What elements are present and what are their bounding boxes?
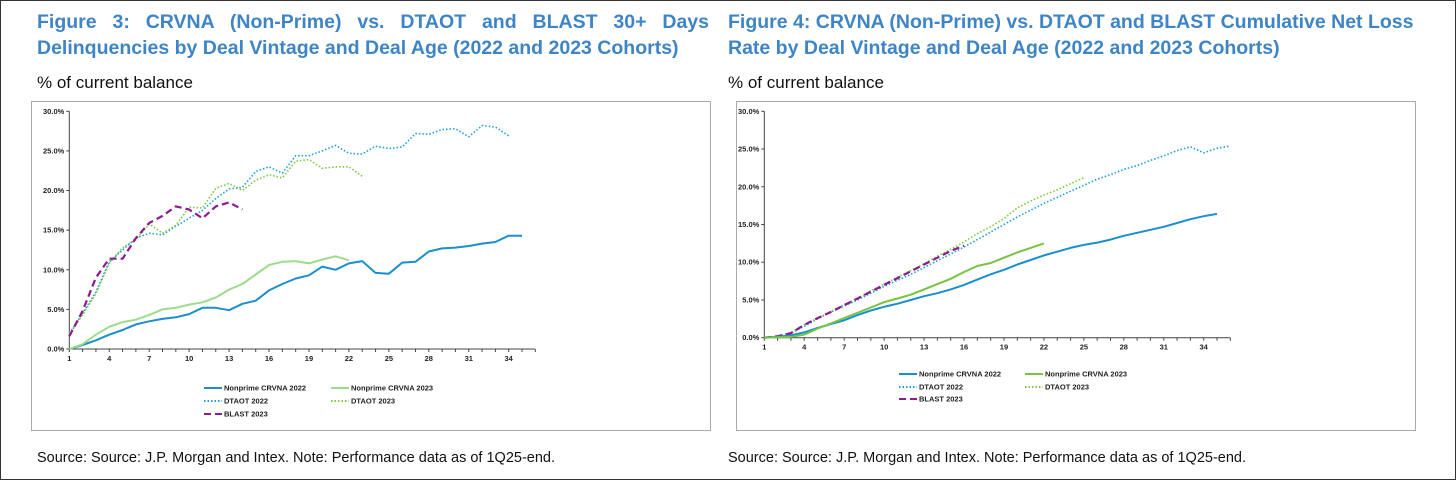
- x-tick-label: 4: [802, 343, 807, 352]
- figure-4-title: Figure 4: CRVNA (Non-Prime) vs. DTAOT an…: [728, 9, 1418, 61]
- series-line-nonprime-crvna-2022: [69, 234, 522, 350]
- x-tick-label: 25: [385, 354, 393, 363]
- legend-item: Nonprime CRVNA 2023: [1025, 370, 1127, 379]
- y-tick-label: 10.0%: [738, 258, 760, 267]
- series-line-dtaot-2023: [68, 158, 363, 334]
- x-tick-label: 4: [107, 354, 112, 363]
- x-tick-label: 16: [265, 354, 273, 363]
- x-tick-label: 28: [1120, 343, 1128, 352]
- x-tick-label: 31: [465, 354, 473, 363]
- x-tick-label: 1: [762, 343, 766, 352]
- legend-item: Nonprime CRVNA 2023: [331, 384, 433, 393]
- y-tick-label: 30.0%: [43, 107, 65, 116]
- legend-label: DTAOT 2022: [224, 397, 268, 406]
- series-line-blast-2023: [764, 244, 965, 339]
- x-tick-label: 10: [185, 354, 193, 363]
- figure-3-title-line1: Figure 3: CRVNA (Non-Prime) vs. DTAOT an…: [37, 11, 709, 33]
- figure-3-title: Figure 3: CRVNA (Non-Prime) vs. DTAOT an…: [37, 9, 709, 61]
- series-line-nonprime-crvna-2023: [764, 242, 1045, 339]
- legend-label: DTAOT 2023: [1045, 383, 1089, 392]
- series-line-dtaot-2022: [764, 145, 1231, 339]
- series-line-dtaot-2022: [68, 124, 510, 336]
- figure-3-source: Source: Source: J.P. Morgan and Intex. N…: [37, 450, 555, 466]
- x-tick-label: 1: [67, 354, 71, 363]
- y-tick-label: 0.0%: [742, 333, 759, 342]
- legend-item: DTAOT 2022: [899, 383, 963, 392]
- figure-4-chart: 0.0% 5.0% 10.0% 15.0% 20.0% 25.0% 30.0% 1 4 7 10 13…: [736, 101, 1416, 431]
- legend-item: Nonprime CRVNA 2022: [204, 384, 306, 393]
- x-tick-label: 13: [225, 354, 233, 363]
- figure-3-title-line2: Delinquencies by Deal Vintage and Deal A…: [37, 37, 679, 59]
- x-tick-label: 13: [920, 343, 928, 352]
- x-tick-label: 16: [960, 343, 968, 352]
- legend-item: DTAOT 2023: [331, 397, 395, 406]
- figure-4-title-line1: Figure 4: CRVNA (Non-Prime) vs. DTAOT an…: [728, 11, 1414, 33]
- y-tick-label: 10.0%: [43, 265, 65, 274]
- x-tick-label: 34: [505, 354, 514, 363]
- series-line-nonprime-crvna-2023: [68, 255, 350, 350]
- y-tick-label: 25.0%: [738, 145, 760, 154]
- figure-4-title-line2: Rate by Deal Vintage and Deal Age (2022 …: [728, 37, 1280, 59]
- x-tick-label: 22: [1040, 343, 1048, 352]
- x-tick-label: 31: [1160, 343, 1168, 352]
- y-tick-label: 30.0%: [738, 107, 760, 116]
- legend-label: BLAST 2023: [224, 410, 268, 419]
- y-tick-label: 15.0%: [738, 220, 760, 229]
- x-tick-label: 19: [1000, 343, 1008, 352]
- figure-3-plot: 0.0% 5.0% 10.0% 15.0% 20.0% 25.0% 30.0% 1 4 7 10 13…: [43, 107, 536, 419]
- legend-label: DTAOT 2023: [351, 397, 395, 406]
- figure-4-subtitle: % of current balance: [728, 73, 884, 92]
- figure-4-source: Source: Source: J.P. Morgan and Intex. N…: [728, 450, 1246, 466]
- x-tick-label: 28: [425, 354, 433, 363]
- figure-3-chart: 0.0% 5.0% 10.0% 15.0% 20.0% 25.0% 30.0% 1 4 7 10 13…: [31, 101, 711, 431]
- x-tick-label: 7: [147, 354, 151, 363]
- legend-item: DTAOT 2023: [1025, 383, 1089, 392]
- x-tick-label: 25: [1080, 343, 1088, 352]
- legend-item: Nonprime CRVNA 2022: [899, 370, 1001, 379]
- x-tick-label: 34: [1200, 343, 1209, 352]
- x-tick-label: 10: [880, 343, 888, 352]
- legend-label: Nonprime CRVNA 2022: [919, 370, 1001, 379]
- series-line-nonprime-crvna-2022: [764, 212, 1218, 339]
- legend-item: BLAST 2023: [899, 395, 963, 404]
- legend-label: Nonprime CRVNA 2022: [224, 384, 306, 393]
- x-tick-label: 7: [842, 343, 846, 352]
- series-line-blast-2023: [68, 201, 243, 337]
- y-tick-label: 20.0%: [43, 186, 65, 195]
- legend-label: Nonprime CRVNA 2023: [351, 384, 433, 393]
- legend-item: DTAOT 2022: [204, 397, 268, 406]
- figure-3-subtitle: % of current balance: [37, 73, 193, 92]
- legend-item: BLAST 2023: [204, 410, 268, 419]
- legend-label: BLAST 2023: [919, 395, 963, 404]
- y-tick-label: 5.0%: [47, 305, 64, 314]
- figure-4-plot: 0.0% 5.0% 10.0% 15.0% 20.0% 25.0% 30.0% 1 4 7 10 13…: [738, 107, 1231, 404]
- x-tick-label: 19: [305, 354, 313, 363]
- y-tick-label: 0.0%: [47, 345, 64, 354]
- y-tick-label: 20.0%: [738, 182, 760, 191]
- y-tick-label: 5.0%: [742, 295, 759, 304]
- x-tick-label: 22: [345, 354, 353, 363]
- y-tick-label: 15.0%: [43, 226, 65, 235]
- legend-label: DTAOT 2022: [919, 383, 963, 392]
- y-tick-label: 25.0%: [43, 146, 65, 155]
- legend-label: Nonprime CRVNA 2023: [1045, 370, 1127, 379]
